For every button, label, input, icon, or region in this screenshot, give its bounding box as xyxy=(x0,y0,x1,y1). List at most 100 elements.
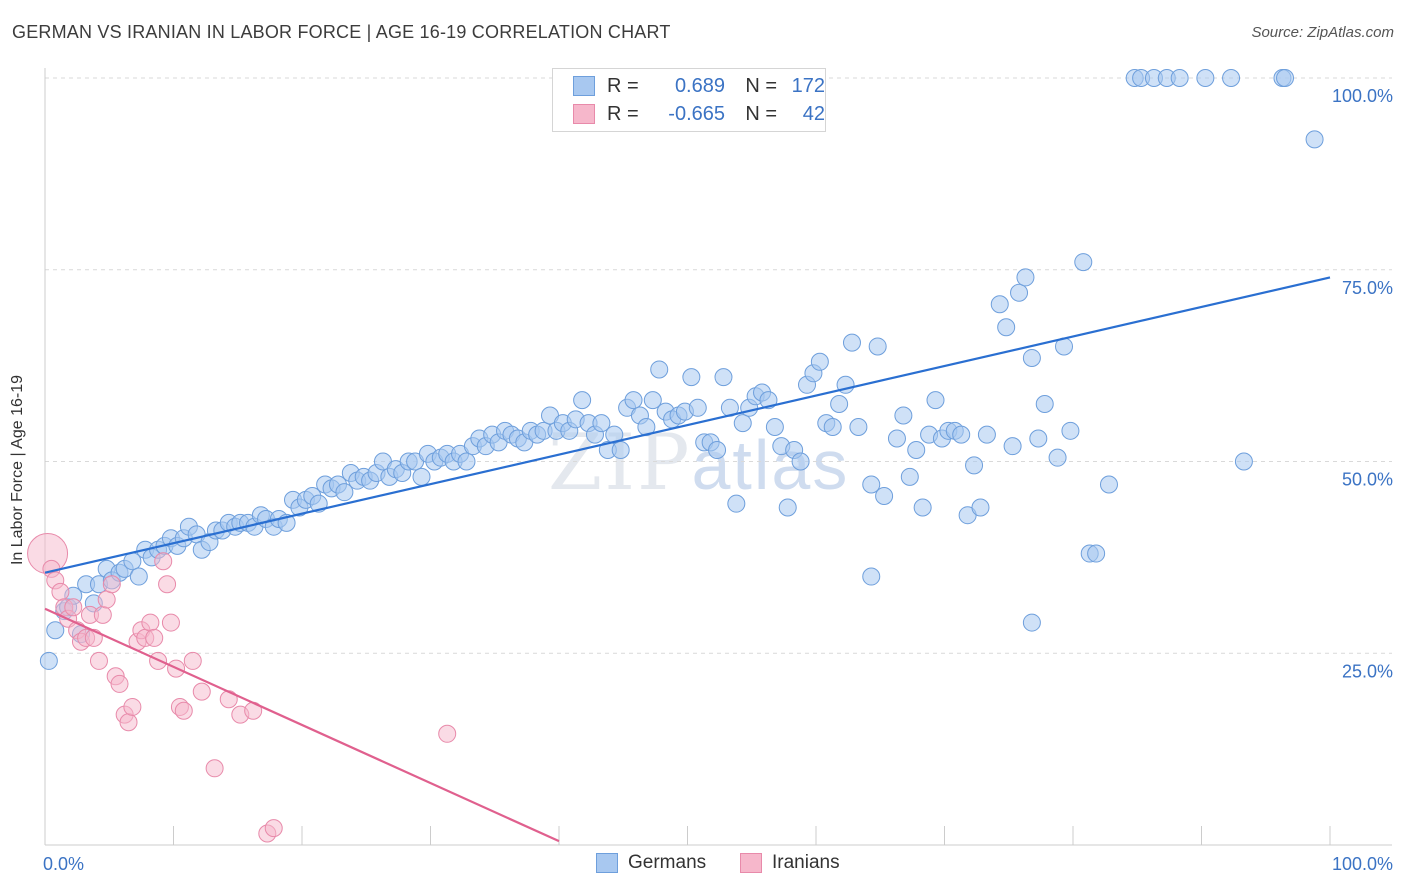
series-legend: Germans Iranians xyxy=(0,852,1406,878)
iranian-swatch xyxy=(573,104,595,124)
iranian-points xyxy=(27,533,457,843)
german-point xyxy=(1048,448,1067,467)
german-point xyxy=(810,352,829,371)
german-point xyxy=(778,498,797,517)
german-point xyxy=(990,295,1009,314)
iranian-point xyxy=(145,628,164,647)
german-point xyxy=(765,417,784,436)
german-point xyxy=(823,417,842,436)
german-point xyxy=(1222,69,1241,87)
iranian-trendline xyxy=(44,607,560,843)
german-point xyxy=(965,456,984,475)
german-point xyxy=(457,452,476,471)
german-point xyxy=(708,440,727,459)
german-point xyxy=(714,368,733,387)
german-point xyxy=(997,318,1016,337)
legend-n-value: 42 xyxy=(802,102,825,125)
iranian-point xyxy=(264,819,283,838)
iranian-point xyxy=(154,552,173,571)
y-tick-label: 50.0% xyxy=(1342,470,1393,490)
german-point xyxy=(46,621,65,640)
german-point xyxy=(650,360,669,379)
german-point xyxy=(1029,429,1048,448)
german-point xyxy=(887,429,906,448)
german-point xyxy=(977,425,996,444)
german-point xyxy=(1196,69,1215,87)
grid-lines xyxy=(45,77,1392,654)
iranian-point xyxy=(183,651,202,670)
y-axis-label: In Labor Force | Age 16-19 xyxy=(9,374,26,566)
iranian-point xyxy=(158,575,177,594)
german-point xyxy=(1087,544,1106,563)
german-point xyxy=(573,391,592,410)
german-point xyxy=(849,417,868,436)
german-point xyxy=(129,567,148,586)
german-point xyxy=(1234,452,1253,471)
legend-item-iranians[interactable]: Iranians xyxy=(740,852,840,874)
legend-iranians-label: Iranians xyxy=(772,852,840,873)
legend-n-label: N = xyxy=(745,74,777,97)
y-tick-label: 25.0% xyxy=(1342,661,1393,681)
german-point xyxy=(875,487,894,506)
iranian-point xyxy=(93,605,112,624)
iranian-point xyxy=(51,582,70,601)
german-point xyxy=(39,651,58,670)
legend-r-value: 0.689 xyxy=(674,74,725,97)
german-point xyxy=(592,414,611,433)
german-point xyxy=(952,425,971,444)
german-point xyxy=(1035,394,1054,413)
chart-source: Source: ZipAtlas.com xyxy=(1251,24,1394,41)
y-tick-label: 75.0% xyxy=(1342,278,1393,298)
iranian-point xyxy=(205,759,224,778)
legend-r-label: R = xyxy=(607,74,639,97)
german-point xyxy=(1016,268,1035,287)
german-point xyxy=(643,391,662,410)
german-point xyxy=(868,337,887,356)
legend-item-germans[interactable]: Germans xyxy=(596,852,706,874)
legend-germans-label: Germans xyxy=(628,852,707,873)
german-point xyxy=(1276,69,1295,87)
iranian-point xyxy=(438,724,457,743)
german-point xyxy=(1074,253,1093,272)
iranian-point xyxy=(102,575,121,594)
german-point xyxy=(791,452,810,471)
y-tick-label: 100.0% xyxy=(1332,86,1393,106)
legend-n-label: N = xyxy=(745,102,777,125)
german-point xyxy=(335,483,354,502)
iranian-point xyxy=(123,697,142,716)
german-point xyxy=(727,494,746,513)
german-point xyxy=(842,333,861,352)
german-swatch xyxy=(573,76,595,96)
iranian-point xyxy=(110,674,129,693)
german-point xyxy=(971,498,990,517)
iranian-point xyxy=(174,701,193,720)
german-point xyxy=(688,398,707,417)
german-point xyxy=(907,440,926,459)
iranian-point xyxy=(219,690,238,709)
german-trendline xyxy=(44,276,1331,574)
german-point xyxy=(412,467,431,486)
legend-r-label: R = xyxy=(607,102,639,125)
stats-legend: R = 0.689 N = 172 R = -0.665 N = 42 xyxy=(552,68,826,132)
german-point xyxy=(862,475,881,494)
legend-n-value: 172 xyxy=(791,74,825,97)
german-point xyxy=(682,368,701,387)
iranian-point xyxy=(89,651,108,670)
german-point xyxy=(605,425,624,444)
german-point xyxy=(830,394,849,413)
iranian-point xyxy=(192,682,211,701)
axes xyxy=(44,68,1392,846)
iranian-point xyxy=(97,590,116,609)
legend-row-germans: R = 0.689 N = 172 xyxy=(573,73,825,99)
x-tick-label: 100.0% xyxy=(1332,854,1393,874)
tick-labels: 25.0% 50.0% 75.0% 100.0% 0.0% 100.0% xyxy=(43,86,1393,874)
german-point xyxy=(894,406,913,425)
german-point xyxy=(1010,283,1029,302)
german-point xyxy=(1061,421,1080,440)
german-point xyxy=(862,567,881,586)
iranian-swatch xyxy=(740,853,762,873)
iranian-point xyxy=(141,613,160,632)
german-point xyxy=(611,440,630,459)
german-swatch xyxy=(596,853,618,873)
